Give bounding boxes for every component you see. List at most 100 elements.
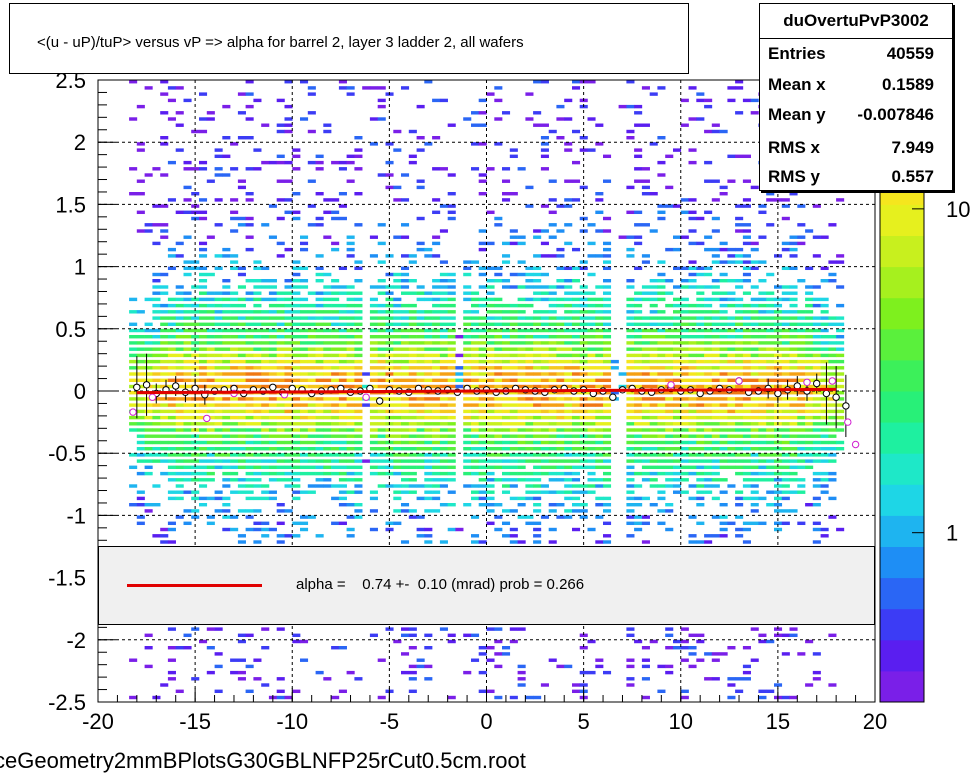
histogram-cell bbox=[626, 453, 635, 457]
histogram-cell bbox=[673, 465, 682, 470]
histogram-cell bbox=[237, 540, 246, 544]
histogram-cell bbox=[315, 422, 324, 426]
histogram-cell bbox=[673, 148, 682, 152]
histogram-cell bbox=[742, 434, 751, 438]
histogram-cell bbox=[758, 521, 767, 526]
histogram-cell bbox=[268, 310, 277, 314]
histogram-cell bbox=[160, 415, 169, 420]
histogram-cell bbox=[230, 428, 239, 432]
histogram-cell bbox=[486, 434, 495, 438]
histogram-cell bbox=[136, 104, 145, 109]
histogram-cell bbox=[587, 359, 596, 364]
histogram-cell bbox=[673, 639, 682, 644]
histogram-cell bbox=[129, 465, 138, 470]
histogram-cell bbox=[711, 297, 720, 302]
histogram-cell bbox=[385, 328, 394, 333]
histogram-cell bbox=[292, 384, 301, 389]
histogram-cell bbox=[572, 459, 581, 463]
histogram-cell bbox=[230, 216, 239, 221]
histogram-cell bbox=[338, 160, 347, 165]
histogram-cell bbox=[432, 316, 441, 320]
histogram-cell bbox=[735, 490, 744, 494]
histogram-cell bbox=[533, 285, 542, 289]
histogram-cell bbox=[354, 148, 363, 152]
histogram-cell bbox=[657, 366, 666, 370]
histogram-cell bbox=[393, 447, 402, 451]
histogram-cell bbox=[463, 459, 472, 463]
histogram-cell bbox=[222, 465, 231, 470]
histogram-cell bbox=[307, 397, 316, 401]
histogram-cell bbox=[245, 198, 254, 202]
histogram-cell bbox=[393, 353, 402, 358]
histogram-cell bbox=[727, 254, 736, 258]
histogram-cell bbox=[758, 353, 767, 358]
histogram-cell bbox=[626, 509, 635, 513]
histogram-cell bbox=[245, 447, 254, 451]
histogram-cell bbox=[533, 297, 542, 302]
histogram-cell bbox=[502, 260, 511, 264]
histogram-cell bbox=[533, 353, 542, 358]
histogram-cell bbox=[540, 272, 549, 277]
histogram-cell bbox=[540, 428, 549, 432]
histogram-cell bbox=[245, 117, 254, 121]
histogram-cell bbox=[424, 254, 433, 258]
histogram-cell bbox=[680, 434, 689, 438]
histogram-cell bbox=[735, 366, 744, 370]
histogram-cell bbox=[665, 471, 674, 476]
histogram-cell bbox=[533, 521, 542, 526]
histogram-cell bbox=[307, 291, 316, 295]
histogram-cell bbox=[222, 503, 231, 507]
histogram-cell bbox=[595, 210, 604, 215]
histogram-cell bbox=[509, 496, 518, 501]
histogram-cell bbox=[727, 328, 736, 333]
histogram-cell bbox=[556, 279, 565, 283]
histogram-cell bbox=[626, 335, 635, 339]
histogram-cell bbox=[214, 322, 223, 327]
histogram-cell bbox=[579, 646, 588, 650]
histogram-cell bbox=[160, 540, 169, 544]
histogram-cell bbox=[525, 316, 534, 320]
histogram-cell bbox=[812, 670, 821, 675]
histogram-cell bbox=[696, 453, 705, 457]
histogram-cell bbox=[471, 397, 480, 401]
histogram-cell bbox=[649, 440, 658, 445]
histogram-cell bbox=[603, 154, 612, 159]
histogram-cell bbox=[533, 509, 542, 513]
histogram-cell bbox=[805, 415, 814, 420]
histogram-cell bbox=[191, 310, 200, 314]
histogram-cell bbox=[346, 310, 355, 314]
histogram-cell bbox=[237, 272, 246, 277]
histogram-cell bbox=[136, 415, 145, 420]
histogram-cell bbox=[206, 111, 215, 115]
histogram-cell bbox=[564, 415, 573, 420]
histogram-cell bbox=[136, 453, 145, 457]
histogram-cell bbox=[206, 428, 215, 432]
histogram-cell bbox=[634, 422, 643, 426]
histogram-cell bbox=[307, 366, 316, 370]
histogram-cell bbox=[323, 291, 332, 295]
histogram-cell bbox=[160, 142, 169, 146]
histogram-cell bbox=[362, 372, 371, 376]
histogram-cell bbox=[261, 310, 270, 314]
histogram-cell bbox=[432, 453, 441, 457]
histogram-cell bbox=[688, 241, 697, 246]
histogram-cell bbox=[548, 179, 557, 183]
histogram-cell bbox=[665, 453, 674, 457]
histogram-cell bbox=[781, 471, 790, 476]
histogram-cell bbox=[447, 503, 456, 507]
histogram-cell bbox=[377, 378, 386, 383]
histogram-cell bbox=[595, 322, 604, 327]
histogram-cell bbox=[486, 478, 495, 482]
histogram-cell bbox=[447, 465, 456, 470]
histogram-cell bbox=[416, 403, 425, 407]
histogram-cell bbox=[735, 254, 744, 258]
histogram-cell bbox=[323, 484, 332, 488]
histogram-cell bbox=[789, 633, 798, 638]
histogram-cell bbox=[331, 160, 340, 165]
histogram-cell bbox=[649, 428, 658, 432]
histogram-cell bbox=[206, 117, 215, 121]
histogram-cell bbox=[603, 521, 612, 526]
histogram-cell bbox=[331, 198, 340, 202]
histogram-cell bbox=[533, 415, 542, 420]
histogram-cell bbox=[572, 440, 581, 445]
